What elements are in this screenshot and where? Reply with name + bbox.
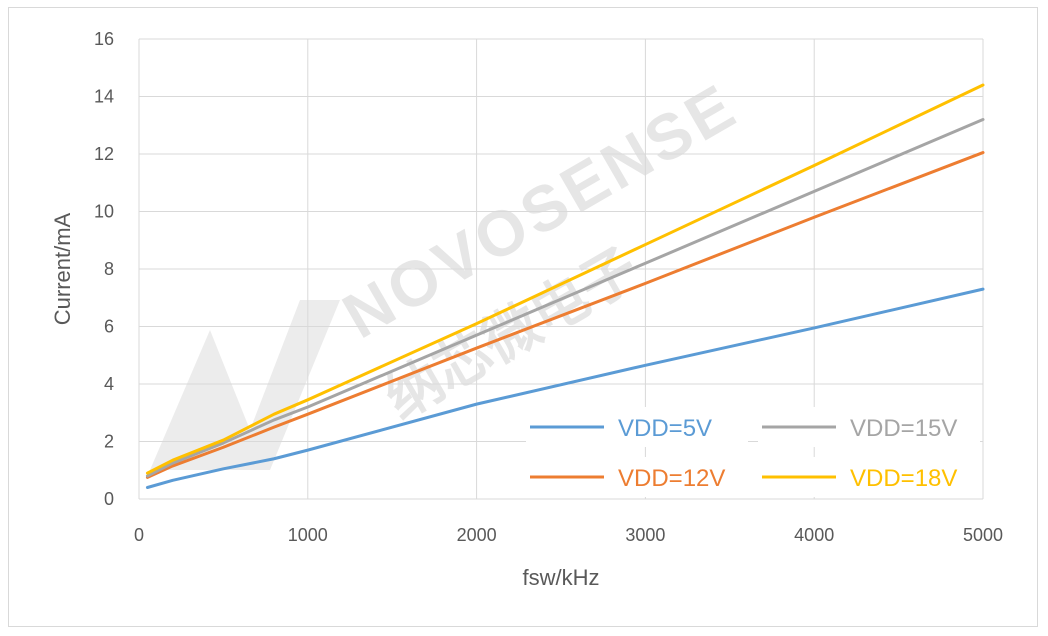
watermark-logo (150, 300, 340, 470)
series-line-vdd-12v (145, 151, 985, 479)
legend: VDD=5V VDD=15V VDD=12V VDD=18V (526, 407, 980, 497)
x-tick-label: 2000 (457, 525, 497, 545)
y-tick-label: 8 (104, 259, 114, 279)
legend-label-vdd-5v: VDD=5V (618, 415, 712, 442)
x-tick-label: 1000 (288, 525, 328, 545)
y-axis-title: Current/mA (50, 212, 75, 325)
y-tick-label: 16 (94, 29, 114, 49)
x-axis-title: fsw/kHz (523, 565, 600, 590)
y-tick-label: 2 (104, 432, 114, 452)
x-tick-labels: 0 1000 2000 3000 4000 5000 (134, 525, 1003, 545)
y-tick-label: 4 (104, 374, 114, 394)
legend-label-vdd-12v: VDD=12V (618, 465, 725, 492)
y-tick-label: 14 (94, 87, 114, 107)
series-lines (145, 83, 985, 489)
x-tick-label: 4000 (794, 525, 834, 545)
series-line-vdd-15v (145, 118, 985, 478)
x-tick-label: 3000 (625, 525, 665, 545)
series-line-vdd-5v (145, 287, 985, 489)
legend-label-vdd-15v: VDD=15V (850, 415, 957, 442)
series-line-vdd-18v (145, 83, 985, 475)
y-tick-labels: 0 2 4 6 8 10 12 14 16 (94, 29, 114, 509)
y-tick-label: 6 (104, 317, 114, 337)
legend-label-vdd-18v: VDD=18V (850, 465, 957, 492)
y-tick-label: 12 (94, 144, 114, 164)
y-tick-label: 0 (104, 489, 114, 509)
y-tick-label: 10 (94, 202, 114, 222)
x-tick-label: 0 (134, 525, 144, 545)
x-tick-label: 5000 (963, 525, 1003, 545)
